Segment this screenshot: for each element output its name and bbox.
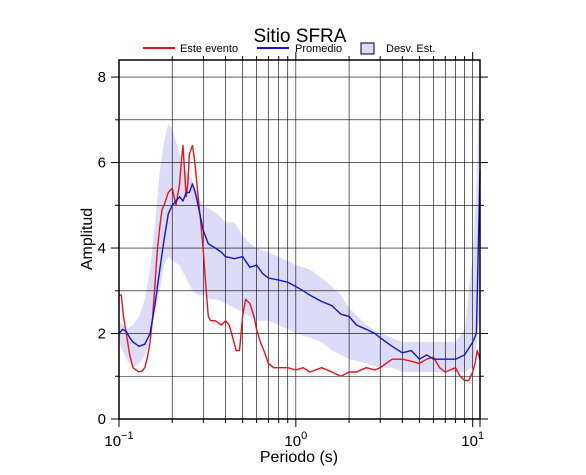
x-tick-label: 100 [284,430,307,450]
x-tick-base: 10 [284,433,301,450]
y-axis-label: Amplitud [79,208,96,270]
y-tick-label: 6 [98,155,106,172]
legend-label: Desv. Est. [386,43,435,55]
x-tick-label: 101 [461,430,484,450]
legend-label: Promedio [295,43,342,55]
grid-layer [119,60,480,419]
plot-frame [118,59,481,420]
x-tick-base: 10 [104,433,121,450]
y-tick-label: 2 [98,326,106,343]
x-axis-label: Periodo (s) [260,449,338,466]
chart-title: Sitio SFRA [254,26,347,47]
x-tick-exponent: 1 [478,430,484,442]
x-tick-label: 10−1 [104,430,133,450]
legend-swatch [360,42,375,55]
std-band [119,64,480,373]
series-line [119,144,481,382]
legend: Este evento Promedio Desv. Est. [143,42,435,55]
y-axis: 0 2 4 6 8 [98,69,488,428]
x-tick-base: 10 [461,433,478,450]
x-tick-exponent: 0 [301,430,307,442]
series-layer [118,144,481,382]
y-tick-label: 4 [98,240,106,257]
legend-label: Este evento [180,43,238,55]
std-band-layer [119,64,480,373]
plot-area [118,59,481,420]
x-axis: 10−1 100 101 [104,52,484,450]
x-tick-exponent: −1 [121,430,134,442]
y-tick-label: 0 [98,411,106,428]
y-tick-label: 8 [98,69,106,86]
series-line [118,171,481,360]
